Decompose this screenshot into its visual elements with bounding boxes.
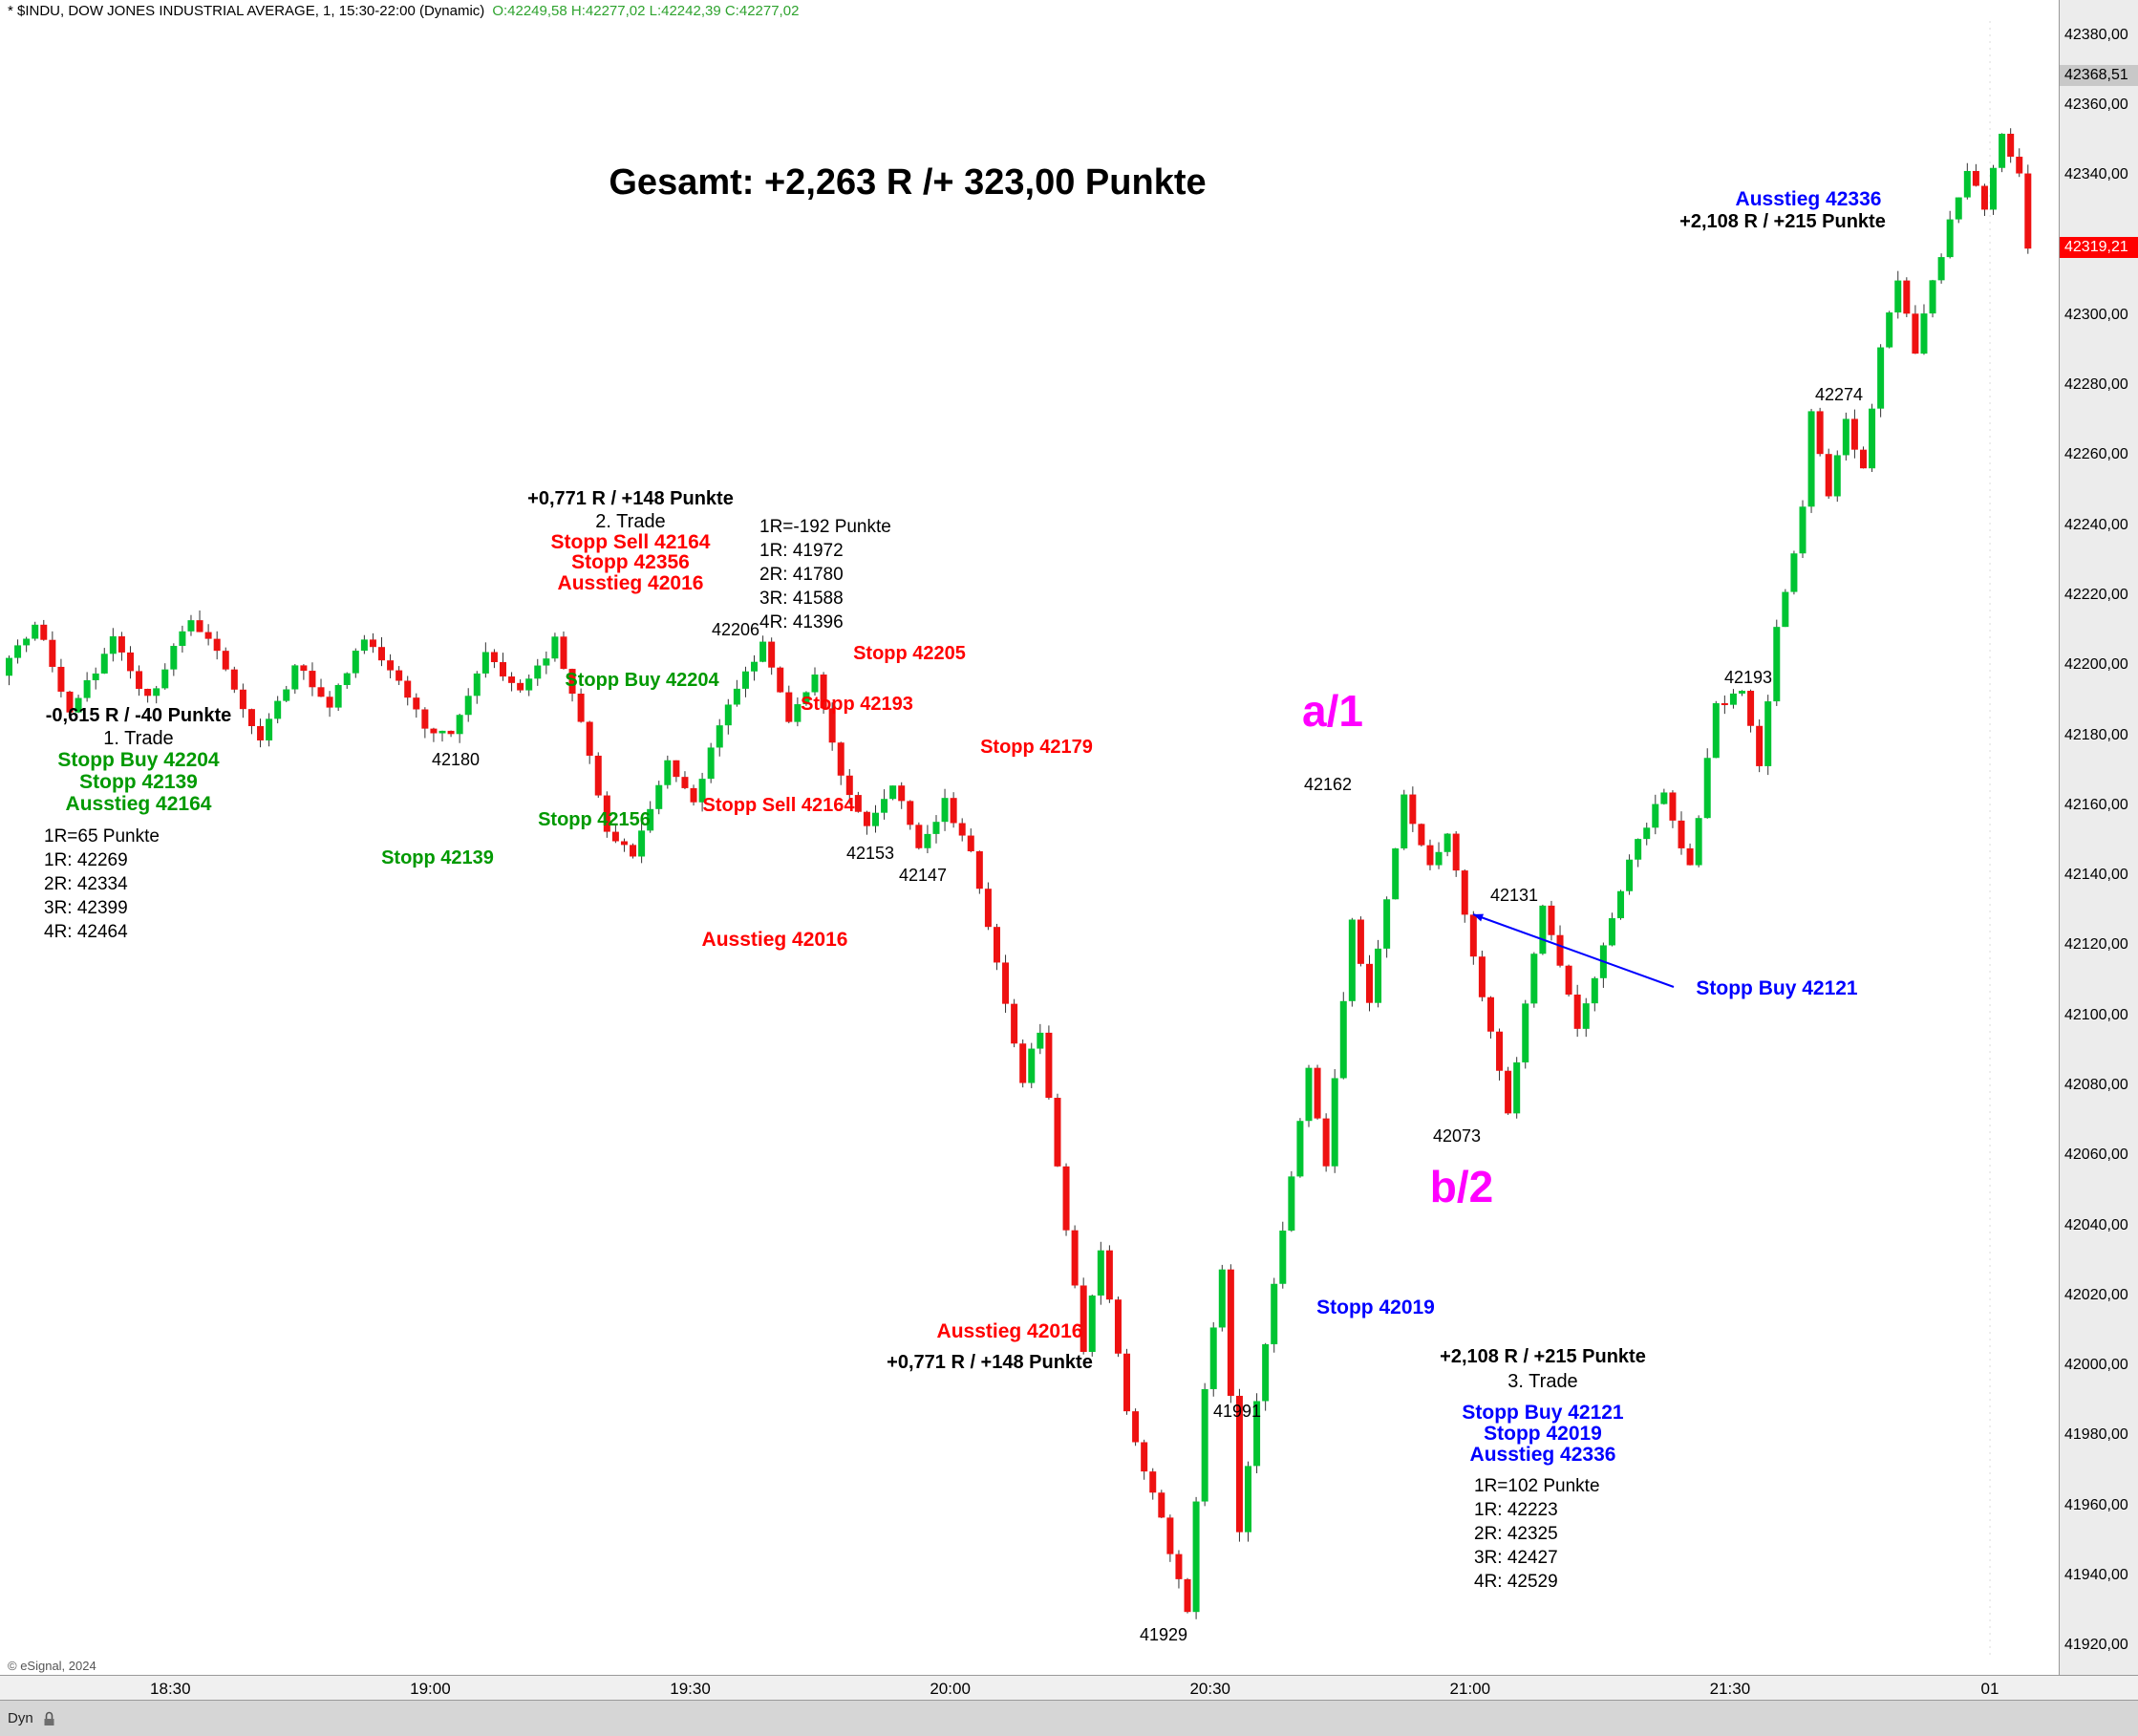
price-marker: 42368,51 bbox=[2060, 64, 2138, 86]
time-axis-label: 21:00 bbox=[1449, 1680, 1491, 1698]
price-axis-label: 42340,00 bbox=[2064, 166, 2128, 183]
lock-icon[interactable] bbox=[43, 1711, 55, 1726]
time-axis-label: 21:30 bbox=[1709, 1680, 1751, 1698]
price-axis-label: 42080,00 bbox=[2064, 1077, 2128, 1094]
price-axis-label: 42120,00 bbox=[2064, 936, 2128, 954]
copyright-notice: © eSignal, 2024 bbox=[8, 1659, 96, 1673]
price-axis-label: 42040,00 bbox=[2064, 1216, 2128, 1233]
price-axis-label: 42380,00 bbox=[2064, 26, 2128, 43]
status-bar: Dyn bbox=[0, 1700, 2138, 1736]
price-axis[interactable]: 42380,0042360,0042340,0042320,0042300,00… bbox=[2059, 0, 2138, 1675]
price-axis-label: 42020,00 bbox=[2064, 1286, 2128, 1303]
time-axis-label: 18:30 bbox=[150, 1680, 191, 1698]
price-axis-label: 42100,00 bbox=[2064, 1006, 2128, 1023]
price-axis-label: 42060,00 bbox=[2064, 1147, 2128, 1164]
price-axis-label: 42140,00 bbox=[2064, 867, 2128, 884]
chart-header: * $INDU, DOW JONES INDUSTRIAL AVERAGE, 1… bbox=[0, 0, 799, 24]
time-axis-label: 20:30 bbox=[1189, 1680, 1230, 1698]
price-axis-label: 42180,00 bbox=[2064, 726, 2128, 743]
price-axis-label: 42360,00 bbox=[2064, 96, 2128, 113]
price-axis-label: 42220,00 bbox=[2064, 586, 2128, 603]
price-axis-label: 41920,00 bbox=[2064, 1637, 2128, 1654]
price-axis-label: 41940,00 bbox=[2064, 1567, 2128, 1584]
price-axis-label: 42240,00 bbox=[2064, 516, 2128, 533]
price-axis-label: 42260,00 bbox=[2064, 446, 2128, 463]
time-axis-label: 19:30 bbox=[670, 1680, 711, 1698]
price-axis-label: 42000,00 bbox=[2064, 1357, 2128, 1374]
price-marker: 42319,21 bbox=[2060, 237, 2138, 259]
price-axis-label: 42200,00 bbox=[2064, 656, 2128, 674]
time-axis-label: 01 bbox=[1980, 1680, 1999, 1698]
symbol-info: * $INDU, DOW JONES INDUSTRIAL AVERAGE, 1… bbox=[8, 3, 485, 19]
time-axis-label: 19:00 bbox=[410, 1680, 451, 1698]
dyn-mode-button[interactable]: Dyn bbox=[8, 1710, 33, 1726]
price-axis-label: 42300,00 bbox=[2064, 306, 2128, 323]
time-axis-label: 20:00 bbox=[930, 1680, 971, 1698]
price-axis-label: 42160,00 bbox=[2064, 796, 2128, 813]
price-axis-label: 42280,00 bbox=[2064, 376, 2128, 394]
time-axis[interactable]: 18:30 19:00 19:30 20:00 20:30 21:00 21:30 01 bbox=[0, 1675, 2138, 1701]
price-axis-label: 41980,00 bbox=[2064, 1426, 2128, 1444]
price-axis-label: 41960,00 bbox=[2064, 1496, 2128, 1513]
ohlc-values: O:42249,58 H:42277,02 L:42242,39 C:42277… bbox=[492, 3, 800, 19]
